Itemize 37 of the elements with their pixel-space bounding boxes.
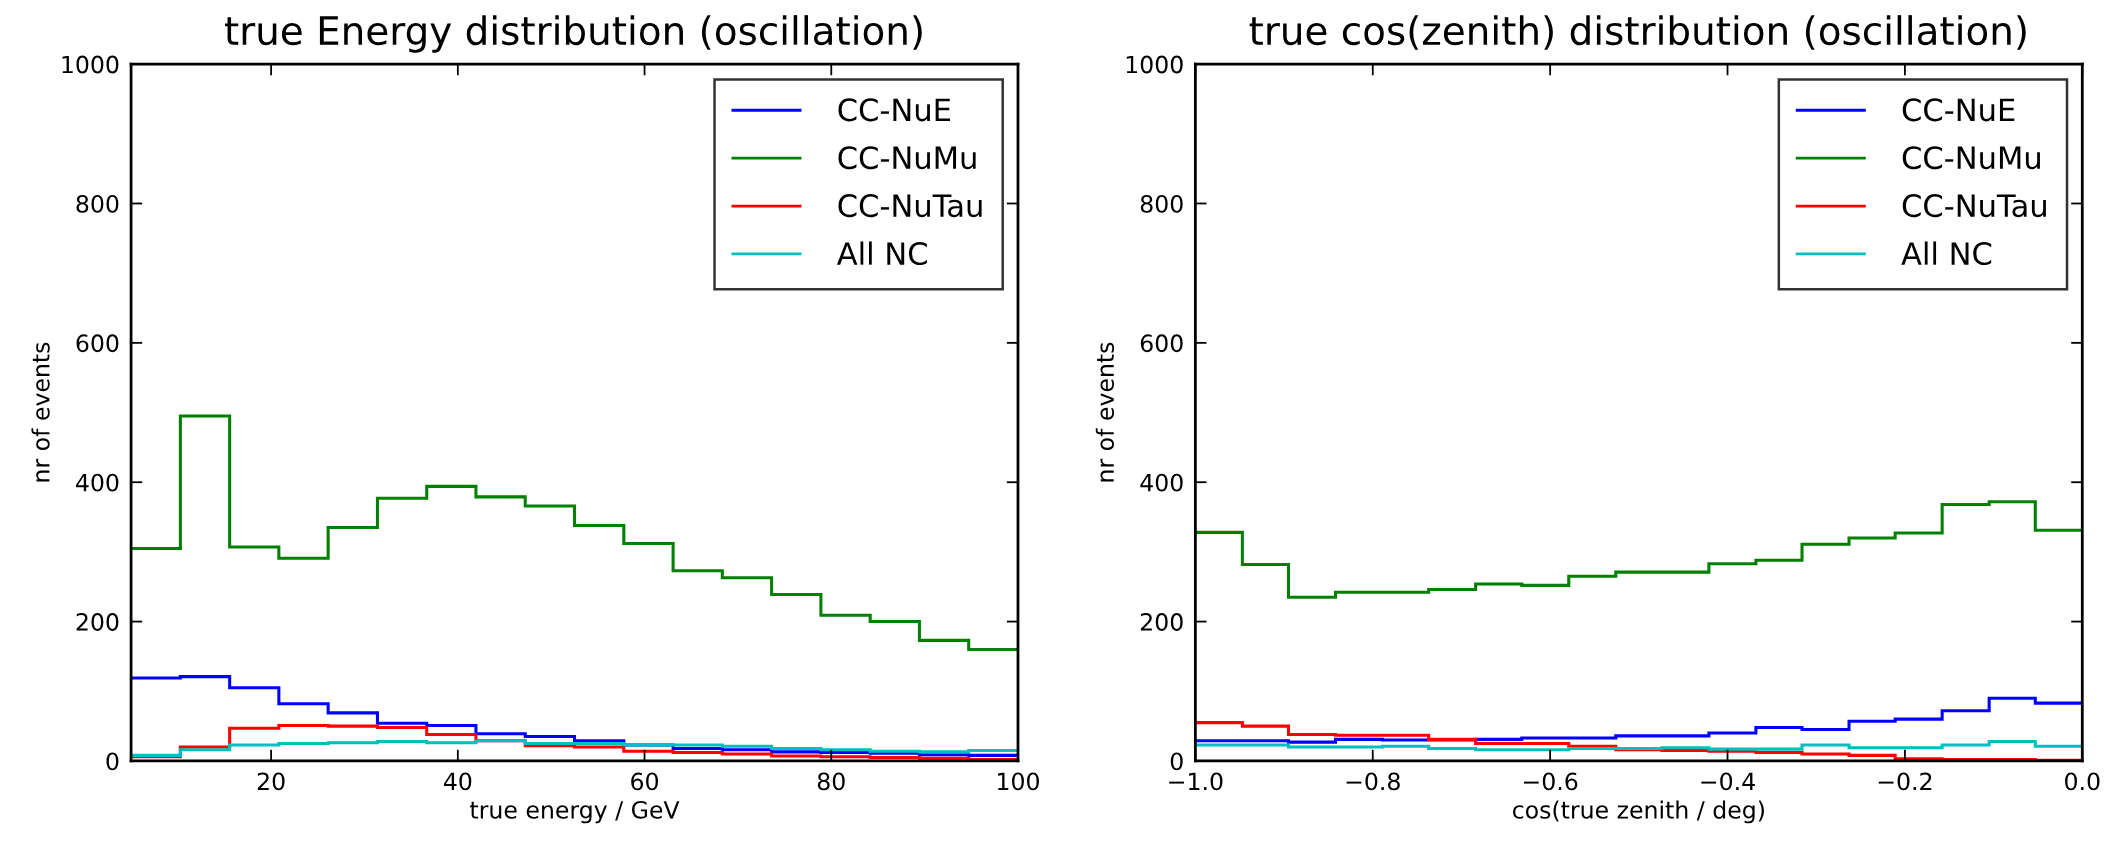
x-tick-label: −1.0 bbox=[1169, 772, 1223, 791]
y-tick-label: 1000 bbox=[62, 55, 119, 74]
chart-title: true cos(zenith) distribution (oscillation) bbox=[1249, 15, 2026, 50]
y-axis-title: nr of events bbox=[1095, 342, 1115, 482]
x-tick-label: −0.6 bbox=[1523, 772, 1578, 791]
x-tick-label: 40 bbox=[443, 772, 472, 791]
legend-label: All NC bbox=[836, 241, 927, 266]
y-tick-label: 1000 bbox=[1126, 55, 1183, 74]
y-tick-label: 200 bbox=[76, 613, 119, 631]
y-axis-title: nr of events bbox=[31, 342, 50, 482]
y-tick-label: 800 bbox=[1140, 194, 1183, 213]
x-tick-label: −0.4 bbox=[1701, 772, 1755, 791]
legend-label: CC-NuE bbox=[1902, 98, 2015, 122]
x-tick-label: 60 bbox=[631, 772, 658, 791]
chart-title: true Energy distribution (oscillation) bbox=[224, 15, 922, 53]
legend-label: CC-NuTau bbox=[838, 194, 982, 218]
y-tick-label: 600 bbox=[76, 334, 119, 353]
y-tick-label: 200 bbox=[1140, 613, 1183, 631]
x-tick-label: 20 bbox=[257, 772, 285, 791]
legend-label: CC-NuE bbox=[838, 98, 951, 122]
legend-label: All NC bbox=[1901, 241, 1992, 266]
y-tick-label: 0 bbox=[106, 752, 119, 771]
y-tick-label: 400 bbox=[1140, 473, 1183, 492]
x-axis-title: true energy / GeV bbox=[470, 800, 680, 824]
x-axis-title: cos(true zenith / deg) bbox=[1513, 800, 1764, 824]
y-tick-label: 800 bbox=[76, 194, 119, 213]
legend-label: CC-NuMu bbox=[1902, 146, 2040, 170]
x-tick-label: 0.0 bbox=[2065, 772, 2100, 791]
y-tick-label: 600 bbox=[1140, 334, 1183, 353]
y-tick-label: 400 bbox=[76, 473, 119, 492]
x-tick-label: 100 bbox=[998, 772, 1039, 791]
x-tick-label: 80 bbox=[817, 772, 845, 791]
x-tick-label: −0.2 bbox=[1878, 772, 1932, 791]
y-tick-label: 0 bbox=[1170, 752, 1183, 771]
legend-label: CC-NuTau bbox=[1902, 194, 2046, 218]
legend-label: CC-NuMu bbox=[838, 146, 976, 170]
x-tick-label: −0.8 bbox=[1346, 772, 1400, 791]
